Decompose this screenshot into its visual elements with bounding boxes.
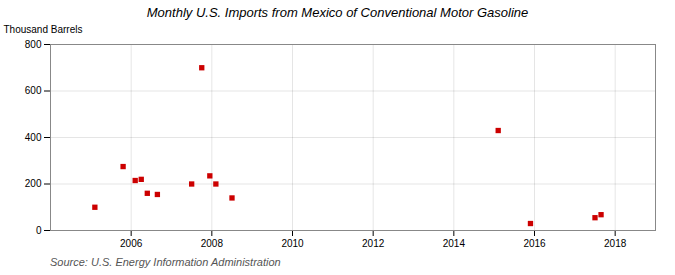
svg-text:400: 400 <box>25 132 42 143</box>
svg-text:2016: 2016 <box>523 238 546 249</box>
svg-text:2014: 2014 <box>443 238 466 249</box>
svg-text:0: 0 <box>36 225 42 236</box>
svg-text:2006: 2006 <box>120 238 143 249</box>
svg-text:200: 200 <box>25 178 42 189</box>
html-text:Monthly U.S. Imports from Mexi: Monthly U.S. Imports from Mexico of Conv… <box>146 5 529 20</box>
svg-text:800: 800 <box>25 39 42 50</box>
svg-text:2010: 2010 <box>281 238 304 249</box>
svg-text:600: 600 <box>25 85 42 96</box>
svg-text:2012: 2012 <box>362 238 385 249</box>
svg-text:Thousand Barrels: Thousand Barrels <box>4 24 83 35</box>
svg-text:2018: 2018 <box>604 238 627 249</box>
svg-text:2008: 2008 <box>201 238 224 249</box>
html-text:Source: U.S. Energy Informatio: Source: U.S. Energy Information Administ… <box>50 256 281 268</box>
